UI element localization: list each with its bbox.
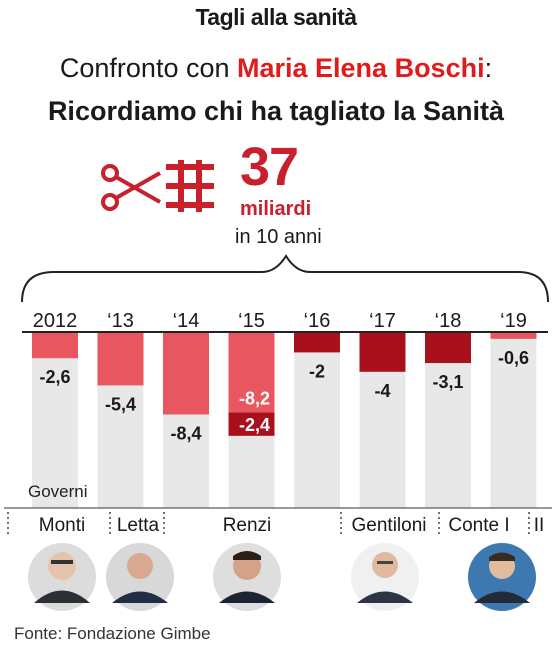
data-label-1: -5,4 xyxy=(105,394,136,414)
chart-subtitle-line2: Ricordiamo chi ha tagliato la Sanità xyxy=(47,96,505,126)
chart-header: Tagli alla sanità xyxy=(195,4,357,30)
bar-2 xyxy=(163,333,209,415)
data-label-5: -4 xyxy=(374,381,390,401)
avatar-gentiloni xyxy=(351,543,419,611)
x-tick-label-5: ‘17 xyxy=(369,310,396,332)
government-label-0: Monti xyxy=(39,515,85,536)
red-cross-icon xyxy=(166,160,214,212)
bar-4 xyxy=(294,333,340,353)
government-label-5: II xyxy=(534,515,545,536)
bar-stack-3 xyxy=(228,412,275,436)
total-cut-amount: 37 xyxy=(240,137,299,197)
bar-6 xyxy=(425,333,471,364)
x-tick-label-1: ‘13 xyxy=(107,310,134,332)
x-tick-label-7: ‘19 xyxy=(500,310,527,332)
data-label-stack-3: -2,4 xyxy=(239,415,270,435)
bar-1 xyxy=(97,333,144,386)
data-label-6: -3,1 xyxy=(432,372,463,392)
chart-subtitle: Confronto con Maria Elena Boschi: xyxy=(0,53,552,84)
avatar-monti xyxy=(28,543,96,611)
bar-background-0 xyxy=(32,333,78,508)
x-tick-label-0: 2012 xyxy=(33,310,78,332)
data-label-0: -2,6 xyxy=(39,367,70,387)
bar-5 xyxy=(359,333,406,372)
avatar-letta xyxy=(106,543,174,611)
avatar-conte xyxy=(468,543,536,611)
total-cut-unit: miliardi xyxy=(240,198,312,220)
subtitle-suffix: : xyxy=(484,53,493,83)
scissors-icon xyxy=(101,164,161,211)
x-tick-label-6: ‘18 xyxy=(435,310,462,332)
bar-background-4 xyxy=(294,333,340,508)
data-label-3: -8,2 xyxy=(239,389,270,409)
bar-7 xyxy=(490,333,537,339)
governments-label: Governi xyxy=(28,482,88,501)
bar-3 xyxy=(228,333,275,413)
x-tick-label-2: ‘14 xyxy=(173,310,200,332)
government-label-1: Letta xyxy=(117,515,160,536)
subtitle-highlight: Maria Elena Boschi xyxy=(237,53,485,83)
government-dividers xyxy=(7,512,530,536)
government-label-2: Renzi xyxy=(223,515,272,536)
government-label-3: Gentiloni xyxy=(352,515,427,536)
subtitle-prefix: Confronto con xyxy=(59,53,237,83)
source-note: Fonte: Fondazione Gimbe xyxy=(14,624,211,643)
period-brace xyxy=(21,254,549,303)
x-tick-label-3: ‘15 xyxy=(238,310,265,332)
government-label-4: Conte I xyxy=(448,515,509,536)
data-label-2: -8,4 xyxy=(170,423,201,443)
data-label-4: -2 xyxy=(309,361,325,381)
total-cut-period: in 10 anni xyxy=(235,226,322,248)
avatar-renzi xyxy=(213,543,281,611)
data-label-7: -0,6 xyxy=(498,348,529,368)
bar-background-7 xyxy=(490,333,537,508)
bar-0 xyxy=(32,333,78,359)
x-tick-label-4: ‘16 xyxy=(304,310,331,332)
